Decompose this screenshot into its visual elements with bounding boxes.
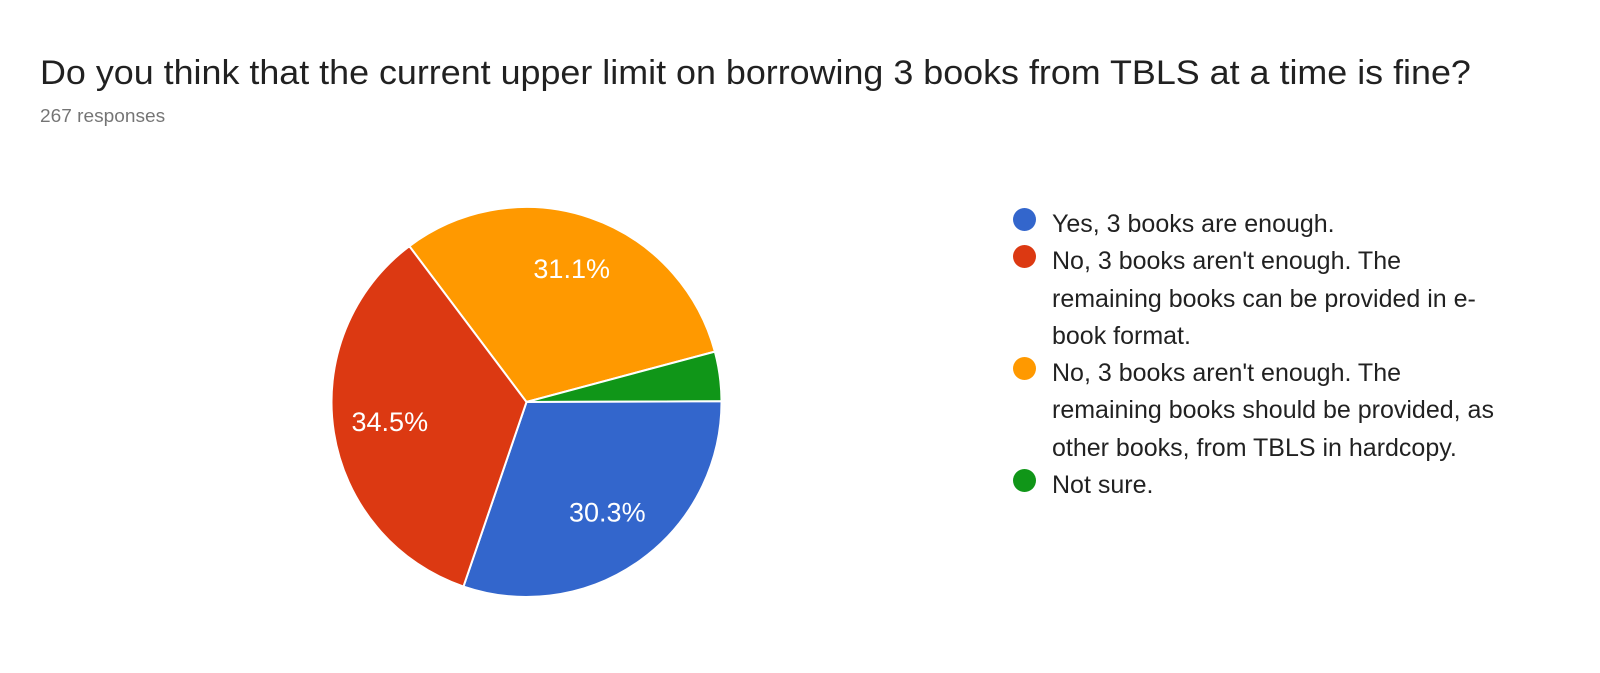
svg-text:30.3%: 30.3% xyxy=(569,498,646,528)
svg-text:34.5%: 34.5% xyxy=(352,407,429,437)
svg-text:31.1%: 31.1% xyxy=(533,254,610,284)
